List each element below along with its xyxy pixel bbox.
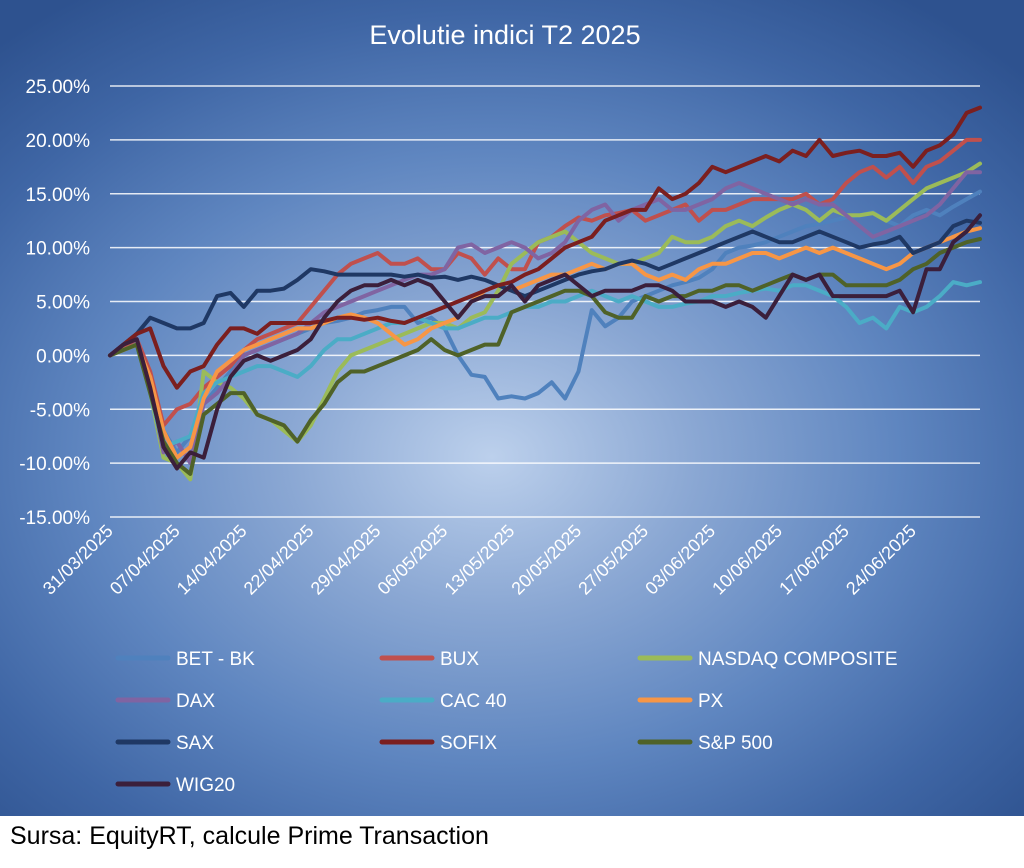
series-line-sax [108, 218, 982, 358]
y-tick-label: 0.00% [36, 346, 90, 367]
x-tick-label: 03/06/2025 [641, 521, 719, 599]
series-line-wig20 [108, 213, 982, 471]
x-tick-label: 17/06/2025 [775, 521, 853, 599]
y-tick-label: -5.00% [30, 400, 90, 421]
legend-label-dax: DAX [176, 691, 215, 712]
y-tick-label: -10.00% [19, 454, 90, 475]
y-axis-ticks: 25.00% 20.00% 15.00% 10.00% 5.00% 0.00% -5.00%… [19, 77, 90, 529]
y-tick-label: 25.00% [26, 77, 91, 98]
x-tick-label: 29/04/2025 [307, 521, 385, 599]
line-chart: Evolutie indici T2 2025 25.00% 20.00% 15.0… [19, 20, 982, 796]
x-tick-label: 13/05/2025 [441, 521, 519, 599]
x-tick-label: 31/03/2025 [39, 521, 117, 599]
x-tick-label: 27/05/2025 [574, 521, 652, 599]
legend-label-sofix: SOFIX [440, 733, 497, 754]
legend-label-px: PX [698, 691, 724, 712]
legend-label-bet-bk: BET - BK [176, 649, 255, 670]
y-tick-label: -15.00% [19, 508, 90, 529]
x-tick-label: 06/05/2025 [374, 521, 452, 599]
x-tick-label: 10/06/2025 [708, 521, 786, 599]
legend-label-cac-40: CAC 40 [440, 691, 507, 712]
x-tick-label: 20/05/2025 [507, 521, 585, 599]
legend-label-bux: BUX [440, 649, 479, 670]
source-note: Sursa: EquityRT, calcule Prime Transacti… [10, 822, 489, 850]
legend-label-wig20: WIG20 [176, 775, 235, 796]
chart-panel: Evolutie indici T2 2025 25.00% 20.00% 15.0… [0, 0, 1024, 816]
chart-title: Evolutie indici T2 2025 [369, 20, 640, 50]
y-tick-label: 10.00% [26, 239, 91, 260]
series-line-s-p-500 [108, 237, 982, 476]
x-tick-label: 24/06/2025 [842, 521, 920, 599]
y-tick-label: 5.00% [36, 293, 90, 314]
series-line-nasdaq-composite [108, 161, 982, 482]
y-tick-label: 20.00% [26, 131, 91, 152]
x-axis-ticks: 31/03/202507/04/202514/04/202522/04/2025… [39, 521, 920, 599]
y-tick-label: 15.00% [26, 185, 91, 206]
series-lines [108, 105, 982, 482]
x-tick-label: 14/04/2025 [173, 521, 251, 599]
x-tick-label: 07/04/2025 [106, 521, 184, 599]
legend-label-sax: SAX [176, 733, 214, 754]
x-tick-label: 22/04/2025 [240, 521, 318, 599]
series-line-sofix [108, 105, 982, 390]
series-line-dax [108, 170, 982, 466]
series-line-bet-bk [108, 189, 982, 455]
legend: BET - BK BUX NASDAQ COMPOSITE DAX CAC 40 PX SA… [115, 649, 898, 796]
legend-label-nasdaq-composite: NASDAQ COMPOSITE [698, 649, 898, 670]
series-line-px [108, 226, 982, 460]
legend-label-s-p-500: S&P 500 [698, 733, 773, 754]
